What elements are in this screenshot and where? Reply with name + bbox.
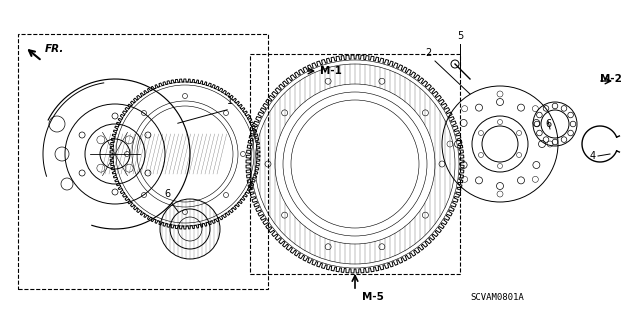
- Text: 4: 4: [590, 151, 596, 161]
- Text: 2: 2: [425, 48, 431, 58]
- Text: M-1: M-1: [320, 66, 342, 76]
- Text: SCVAM0801A: SCVAM0801A: [470, 293, 524, 301]
- Text: 5: 5: [457, 31, 463, 41]
- Text: 6: 6: [164, 189, 170, 199]
- Text: M-5: M-5: [362, 292, 384, 302]
- Text: 6: 6: [545, 119, 551, 129]
- Text: 1: 1: [227, 96, 233, 106]
- Text: M-2: M-2: [600, 74, 622, 84]
- Text: FR.: FR.: [45, 44, 65, 54]
- Bar: [250, 54, 460, 274]
